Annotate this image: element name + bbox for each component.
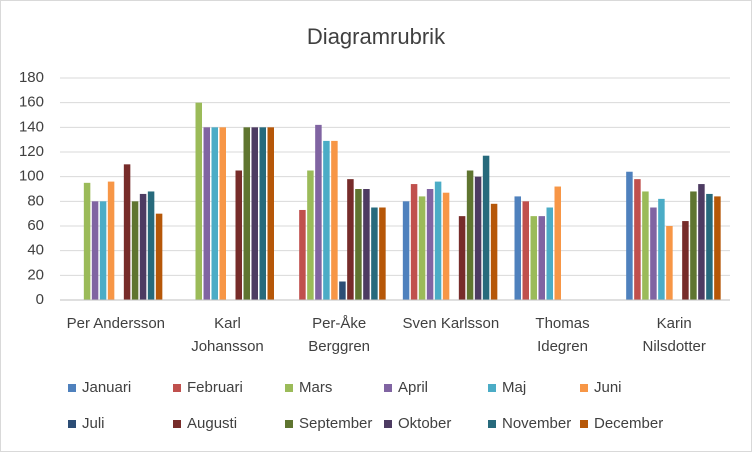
legend-swatch (384, 420, 392, 428)
bar (698, 184, 705, 300)
bar (522, 201, 529, 300)
bar (251, 127, 258, 300)
legend-label: Maj (502, 379, 526, 396)
legend-label: December (594, 415, 663, 432)
legend-swatch (68, 384, 76, 392)
bar (682, 221, 689, 300)
bar (642, 191, 649, 300)
x-tick-label: Karin Nilsdotter (642, 315, 705, 355)
bar (650, 207, 657, 300)
legend-swatch (68, 420, 76, 428)
bar (139, 193, 147, 300)
y-tick-label: 0 (36, 291, 44, 308)
bar (131, 201, 139, 300)
legend-label: Juni (594, 379, 622, 396)
bar (91, 201, 99, 300)
legend-swatch (173, 384, 181, 392)
legend-swatch (488, 384, 496, 392)
y-tick-label: 40 (27, 242, 44, 259)
bar (379, 207, 386, 300)
bar (107, 181, 115, 300)
y-tick-label: 180 (19, 69, 44, 86)
y-tick-label: 160 (19, 94, 44, 111)
bar (482, 155, 490, 300)
legend-label: September (299, 415, 372, 432)
legend-swatch (285, 384, 293, 392)
legend-swatch (285, 420, 293, 428)
bar (211, 127, 218, 300)
bar (219, 127, 226, 300)
bar (410, 184, 418, 300)
x-tick-label: Karl Johansson (191, 315, 264, 355)
x-tick-label: Per Andersson (67, 315, 165, 332)
bar (243, 127, 250, 300)
bar (259, 127, 266, 300)
bar (546, 207, 553, 300)
bar (363, 189, 370, 300)
bar (626, 171, 633, 300)
legend-label: Februari (187, 379, 243, 396)
y-tick-label: 120 (19, 143, 44, 160)
y-tick-label: 80 (27, 192, 44, 209)
bar (331, 140, 338, 300)
bar (538, 216, 545, 300)
bar (426, 189, 434, 300)
bar (203, 127, 210, 300)
x-tick-label: Per-Åke Berggren (308, 315, 370, 355)
legend-label: Juli (82, 415, 105, 432)
bar (458, 216, 466, 300)
bar (634, 179, 641, 300)
bar (514, 196, 521, 300)
bar (554, 186, 561, 300)
y-tick-label: 60 (27, 217, 44, 234)
x-tick-label: Thomas Idegren (535, 315, 589, 355)
x-tick-label: Sven Karlsson (402, 315, 499, 332)
bar (155, 213, 163, 300)
bar (466, 170, 474, 300)
bar (530, 216, 537, 300)
bar (666, 226, 673, 300)
bar (147, 191, 155, 300)
legend-label: November (502, 415, 571, 432)
legend-swatch (488, 420, 496, 428)
legend-swatch (580, 420, 588, 428)
legend-label: April (398, 379, 428, 396)
bar (418, 196, 426, 300)
bar (123, 164, 131, 300)
bar (371, 207, 378, 300)
bar (195, 102, 202, 301)
y-tick-label: 100 (19, 168, 44, 185)
legend-label: Augusti (187, 415, 237, 432)
bar (339, 281, 346, 300)
bar (434, 181, 442, 300)
bar (83, 182, 91, 300)
bar (347, 179, 354, 300)
legend-label: Oktober (398, 415, 451, 432)
y-tick-label: 20 (27, 266, 44, 283)
bar (706, 193, 713, 300)
legend-label: Januari (82, 379, 131, 396)
bar (690, 191, 697, 300)
bar (307, 170, 314, 300)
bar (267, 127, 274, 300)
y-tick-label: 140 (19, 118, 44, 135)
bar (714, 196, 721, 300)
bar (442, 192, 450, 300)
legend-swatch (384, 384, 392, 392)
legend-label: Mars (299, 379, 332, 396)
legend-swatch (173, 420, 181, 428)
legend-swatch (580, 384, 588, 392)
bar (402, 201, 410, 300)
bar (299, 209, 306, 300)
bar (490, 203, 498, 300)
bar (99, 201, 107, 300)
bar (235, 170, 242, 300)
bar (315, 124, 322, 300)
bar (323, 140, 330, 300)
chart-title: Diagramrubrik (307, 24, 446, 49)
bar (474, 176, 482, 300)
bar (658, 198, 665, 300)
bar (355, 189, 362, 300)
